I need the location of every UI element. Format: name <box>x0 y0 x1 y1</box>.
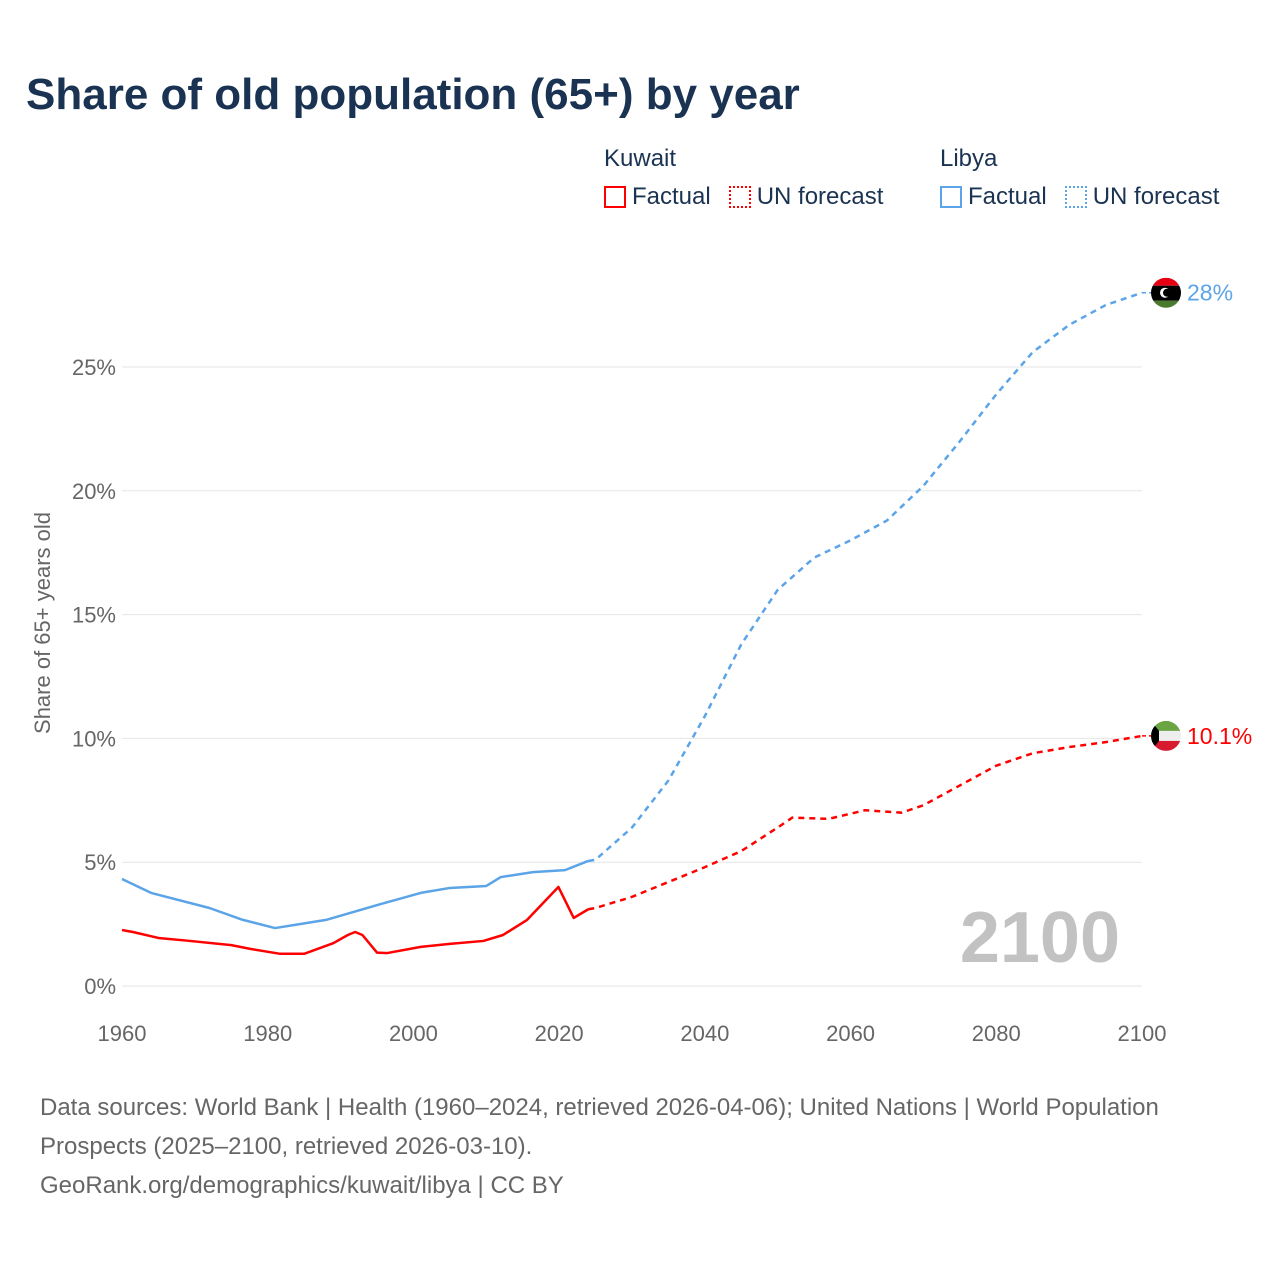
x-tick-label: 1960 <box>98 1021 147 1046</box>
y-tick-label: 15% <box>72 603 116 628</box>
source-line: Data sources: World Bank | Health (1960–… <box>40 1094 1159 1160</box>
y-tick-label: 20% <box>72 479 116 504</box>
chart-title: Share of old population (65+) by year <box>26 70 800 119</box>
kuwait-flag-icon <box>1151 720 1181 751</box>
legend-item[interactable]: Factual <box>940 183 1047 211</box>
x-tick-label: 2040 <box>680 1021 729 1046</box>
x-tick-label: 2020 <box>535 1021 584 1046</box>
source-note: Data sources: World Bank | Health (1960–… <box>40 1088 1190 1205</box>
legend-swatch <box>604 186 626 208</box>
y-tick-label: 10% <box>72 726 116 751</box>
y-tick-label: 0% <box>84 974 116 999</box>
year-label: 2100 <box>960 898 1120 978</box>
legend-label: Factual <box>632 183 711 210</box>
legend-kuwait: Kuwait Factual UN forecast <box>604 145 883 211</box>
y-tick-label: 25% <box>72 355 116 380</box>
legend-item[interactable]: UN forecast <box>728 183 884 211</box>
series-libya-forecast <box>588 291 1143 863</box>
legend-item[interactable]: UN forecast <box>1064 183 1220 211</box>
legend-swatch <box>728 186 751 208</box>
legend-swatch <box>1064 186 1087 208</box>
end-value-label: 10.1% <box>1187 723 1252 749</box>
legend-group-title: Kuwait <box>604 145 677 172</box>
end-value-label: 28% <box>1187 280 1233 306</box>
series-kuwait-factual <box>121 885 589 956</box>
x-tick-label: 2100 <box>1118 1021 1167 1046</box>
x-tick-label: 2000 <box>389 1021 438 1046</box>
legend-label: UN forecast <box>1092 183 1220 210</box>
libya-flag-icon <box>1151 277 1181 308</box>
y-axis-label: Share of 65+ years old <box>30 512 55 734</box>
source-link[interactable]: GeoRank.org/demographics/kuwait/libya | … <box>40 1172 564 1199</box>
legend-swatch <box>940 186 962 208</box>
legend-item[interactable]: Factual <box>604 183 711 211</box>
series-kuwait-forecast <box>588 734 1143 911</box>
legend-libya: Libya Factual UN forecast <box>940 145 1219 211</box>
legend-label: UN forecast <box>756 183 884 210</box>
x-tick-label: 1980 <box>243 1021 292 1046</box>
x-tick-label: 2080 <box>972 1021 1021 1046</box>
legend-label: Factual <box>968 183 1047 210</box>
legend-group-title: Libya <box>940 145 998 172</box>
x-tick-label: 2060 <box>826 1021 875 1046</box>
y-tick-label: 5% <box>84 850 116 875</box>
series-libya-factual <box>121 859 589 930</box>
